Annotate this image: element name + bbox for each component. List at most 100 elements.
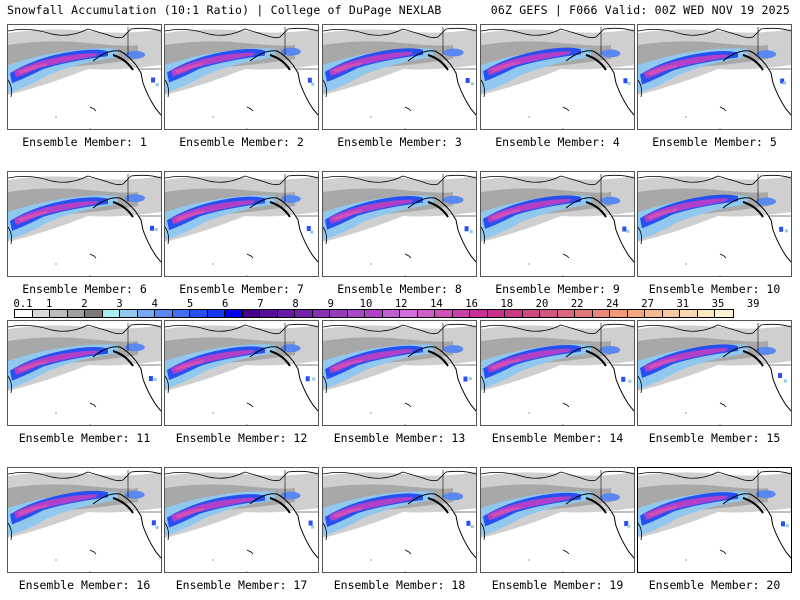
ensemble-panel: Ensemble Member: 20	[637, 467, 792, 592]
ensemble-panel: Ensemble Member: 18	[322, 467, 477, 592]
legend-swatch	[32, 310, 50, 317]
map-frame	[480, 171, 635, 277]
legend-tick-label: 16	[465, 298, 478, 310]
snowfall-map	[323, 470, 476, 572]
legend-swatch	[680, 310, 698, 317]
legend-swatch	[242, 310, 260, 317]
ensemble-panel: Ensemble Member: 6	[7, 171, 162, 296]
map-frame	[164, 320, 319, 426]
legend-swatch	[435, 310, 453, 317]
ensemble-panel: Ensemble Member: 11	[7, 320, 162, 445]
snowfall-map	[323, 27, 476, 129]
ensemble-panel: Ensemble Member: 16	[7, 467, 162, 592]
legend-colorbar	[14, 309, 734, 318]
legend-swatch	[330, 310, 348, 317]
legend-swatch	[102, 310, 120, 317]
ensemble-panel: Ensemble Member: 9	[480, 171, 635, 296]
ensemble-member-label: Ensemble Member: 2	[179, 135, 304, 149]
map-frame	[480, 467, 635, 573]
legend-swatch	[260, 310, 278, 317]
run-info: 06Z GEFS | F066 Valid: 00Z WED NOV 19 20…	[490, 3, 790, 17]
legend-tick-label: 24	[606, 298, 619, 310]
ensemble-member-label: Ensemble Member: 3	[337, 135, 462, 149]
ensemble-member-label: Ensemble Member: 11	[18, 431, 151, 445]
legend-swatch	[190, 310, 208, 317]
legend-swatch	[662, 310, 680, 317]
map-frame	[164, 24, 319, 130]
ensemble-member-label: Ensemble Member: 4	[495, 135, 620, 149]
map-frame	[7, 467, 162, 573]
ensemble-panel: Ensemble Member: 13	[322, 320, 477, 445]
snowfall-map	[481, 27, 634, 129]
ensemble-panel: Ensemble Member: 19	[480, 467, 635, 592]
legend-swatch	[50, 310, 68, 317]
ensemble-panel: Ensemble Member: 3	[322, 24, 477, 149]
snowfall-map	[165, 470, 318, 572]
snowfall-map	[8, 470, 161, 572]
legend-swatch	[575, 310, 593, 317]
map-frame	[637, 467, 792, 573]
legend-tick-label: 8	[292, 298, 299, 310]
ensemble-member-label: Ensemble Member: 14	[491, 431, 624, 445]
legend-swatch	[522, 310, 540, 317]
legend-swatch	[645, 310, 663, 317]
legend-tick-label: 18	[500, 298, 514, 310]
map-frame	[164, 467, 319, 573]
map-frame	[637, 24, 792, 130]
snowfall-map	[165, 174, 318, 276]
ensemble-panel: Ensemble Member: 12	[164, 320, 319, 445]
color-legend: 0.1 1 2 3 4 5 6 7 8 9 10 12 14 16 18 20 22 24 27 31 35 39	[14, 298, 786, 318]
legend-swatch	[347, 310, 365, 317]
snowfall-map	[165, 27, 318, 129]
legend-swatch	[312, 310, 330, 317]
legend-tick-label: 35	[711, 298, 725, 310]
ensemble-member-label: Ensemble Member: 7	[179, 282, 304, 296]
map-frame	[164, 171, 319, 277]
ensemble-member-label: Ensemble Member: 15	[648, 431, 781, 445]
ensemble-panel: Ensemble Member: 1	[7, 24, 162, 149]
snowfall-map	[638, 174, 791, 276]
legend-tick-label: 5	[186, 298, 194, 310]
snowfall-map	[323, 323, 476, 425]
legend-tick-label: 10	[359, 298, 373, 310]
legend-tick-label: 12	[394, 298, 408, 310]
legend-tick-label: 9	[327, 298, 334, 310]
legend-tick-label: 39	[746, 298, 760, 310]
ensemble-member-label: Ensemble Member: 10	[648, 282, 781, 296]
map-frame	[480, 320, 635, 426]
map-frame	[322, 171, 477, 277]
ensemble-panel: Ensemble Member: 15	[637, 320, 792, 445]
legend-swatch	[15, 310, 33, 317]
legend-tick-label: 3	[116, 298, 123, 310]
map-frame	[7, 320, 162, 426]
ensemble-panel: Ensemble Member: 2	[164, 24, 319, 149]
ensemble-member-label: Ensemble Member: 18	[333, 578, 466, 592]
map-frame	[637, 320, 792, 426]
ensemble-panel: Ensemble Member: 17	[164, 467, 319, 592]
ensemble-member-label: Ensemble Member: 9	[495, 282, 620, 296]
legend-tick-label: 14	[430, 298, 443, 310]
ensemble-panel: Ensemble Member: 5	[637, 24, 792, 149]
legend-swatch	[365, 310, 383, 317]
map-frame	[637, 171, 792, 277]
ensemble-member-label: Ensemble Member: 6	[22, 282, 147, 296]
legend-swatch	[120, 310, 138, 317]
ensemble-panel: Ensemble Member: 14	[480, 320, 635, 445]
ensemble-member-label: Ensemble Member: 8	[337, 282, 462, 296]
legend-swatch	[487, 310, 505, 317]
ensemble-member-label: Ensemble Member: 1	[22, 135, 147, 149]
legend-tick-label: 4	[151, 298, 158, 310]
snowfall-map	[165, 323, 318, 425]
snowfall-map	[8, 27, 161, 129]
legend-swatch	[715, 310, 733, 317]
legend-swatch	[697, 310, 715, 317]
legend-swatch	[277, 310, 295, 317]
legend-swatch	[155, 310, 173, 317]
ensemble-panel: Ensemble Member: 10	[637, 171, 792, 296]
legend-swatch	[557, 310, 575, 317]
ensemble-panel: Ensemble Member: 7	[164, 171, 319, 296]
legend-swatch	[540, 310, 558, 317]
page-title: Snowfall Accumulation (10:1 Ratio) | Col…	[7, 3, 442, 17]
legend-tick-label: 22	[570, 298, 584, 310]
map-frame	[7, 24, 162, 130]
